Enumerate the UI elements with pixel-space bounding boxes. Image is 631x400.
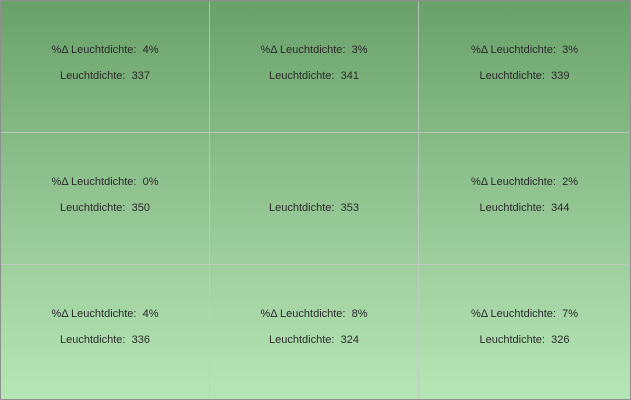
- delta-luminance-label: %Δ Leuchtdichte:: [260, 308, 346, 320]
- delta-luminance-label: %Δ Leuchtdichte:: [470, 308, 556, 320]
- luminance-line: Leuchtdichte: 326: [419, 334, 630, 347]
- grid-cell-top-left: %Δ Leuchtdichte: 4% Leuchtdichte: 337: [1, 1, 210, 133]
- grid-cell-top-right: %Δ Leuchtdichte: 3% Leuchtdichte: 339: [419, 1, 630, 133]
- delta-luminance-label: %Δ Leuchtdichte:: [51, 44, 137, 56]
- delta-luminance-line: %Δ Leuchtdichte: 3%: [419, 44, 630, 57]
- delta-luminance-line: %Δ Leuchtdichte: 4%: [1, 44, 209, 57]
- luminance-line: Leuchtdichte: 336: [1, 334, 209, 347]
- luminance-value: 337: [131, 70, 150, 82]
- luminance-value: 341: [340, 70, 359, 82]
- delta-luminance-value: 7%: [562, 308, 579, 320]
- luminance-label: Leuchtdichte:: [269, 334, 335, 346]
- delta-luminance-label: %Δ Leuchtdichte:: [470, 176, 556, 188]
- delta-luminance-value: 2%: [562, 176, 579, 188]
- delta-luminance-value: 3%: [562, 44, 579, 56]
- luminance-value: 350: [131, 202, 150, 214]
- grid-cell-bottom-right: %Δ Leuchtdichte: 7% Leuchtdichte: 326: [419, 265, 630, 399]
- delta-luminance-label: %Δ Leuchtdichte:: [470, 44, 556, 56]
- delta-luminance-label: %Δ Leuchtdichte:: [51, 176, 137, 188]
- luminance-label: Leuchtdichte:: [60, 70, 126, 82]
- luminance-value: 326: [551, 334, 570, 346]
- luminance-line: Leuchtdichte: 337: [1, 70, 209, 83]
- delta-luminance-value: 3%: [351, 44, 368, 56]
- delta-luminance-value: 4%: [142, 44, 159, 56]
- delta-luminance-line: %Δ Leuchtdichte: 7%: [419, 308, 630, 321]
- luminance-line: Leuchtdichte: 341: [210, 70, 418, 83]
- grid-cell-bottom-left: %Δ Leuchtdichte: 4% Leuchtdichte: 336: [1, 265, 210, 399]
- delta-luminance-line: %Δ Leuchtdichte: 4%: [1, 308, 209, 321]
- luminance-label: Leuchtdichte:: [479, 202, 545, 214]
- delta-luminance-label: %Δ Leuchtdichte:: [51, 308, 137, 320]
- grid-cell-middle-right: %Δ Leuchtdichte: 2% Leuchtdichte: 344: [419, 133, 630, 265]
- delta-luminance-value: 8%: [351, 308, 368, 320]
- grid-cell-top-center: %Δ Leuchtdichte: 3% Leuchtdichte: 341: [210, 1, 419, 133]
- luminance-line: Leuchtdichte: 344: [419, 202, 630, 215]
- luminance-label: Leuchtdichte:: [269, 70, 335, 82]
- luminance-label: Leuchtdichte:: [479, 334, 545, 346]
- luminance-line: Leuchtdichte: 339: [419, 70, 630, 83]
- luminance-label: Leuchtdichte:: [479, 70, 545, 82]
- luminance-line: Leuchtdichte: 324: [210, 334, 418, 347]
- grid-cell-center-reference: Leuchtdichte: 353: [210, 133, 419, 265]
- luminance-line: Leuchtdichte: 353: [210, 202, 418, 215]
- delta-luminance-line: %Δ Leuchtdichte: 8%: [210, 308, 418, 321]
- delta-luminance-line: %Δ Leuchtdichte: 2%: [419, 176, 630, 189]
- luminance-value: 324: [340, 334, 359, 346]
- luminance-value: 339: [551, 70, 570, 82]
- luminance-label: Leuchtdichte:: [269, 202, 335, 214]
- luminance-value: 344: [551, 202, 570, 214]
- luminance-value: 336: [131, 334, 150, 346]
- delta-luminance-value: 0%: [142, 176, 159, 188]
- luminance-label: Leuchtdichte:: [60, 202, 126, 214]
- delta-luminance-line: %Δ Leuchtdichte: 3%: [210, 44, 418, 57]
- grid-cell-middle-left: %Δ Leuchtdichte: 0% Leuchtdichte: 350: [1, 133, 210, 265]
- luminance-line: Leuchtdichte: 350: [1, 202, 209, 215]
- delta-luminance-line: %Δ Leuchtdichte: 0%: [1, 176, 209, 189]
- luminance-value: 353: [340, 202, 359, 214]
- grid-cell-bottom-center: %Δ Leuchtdichte: 8% Leuchtdichte: 324: [210, 265, 419, 399]
- delta-luminance-label: %Δ Leuchtdichte:: [260, 44, 346, 56]
- delta-luminance-value: 4%: [142, 308, 159, 320]
- luminance-label: Leuchtdichte:: [60, 334, 126, 346]
